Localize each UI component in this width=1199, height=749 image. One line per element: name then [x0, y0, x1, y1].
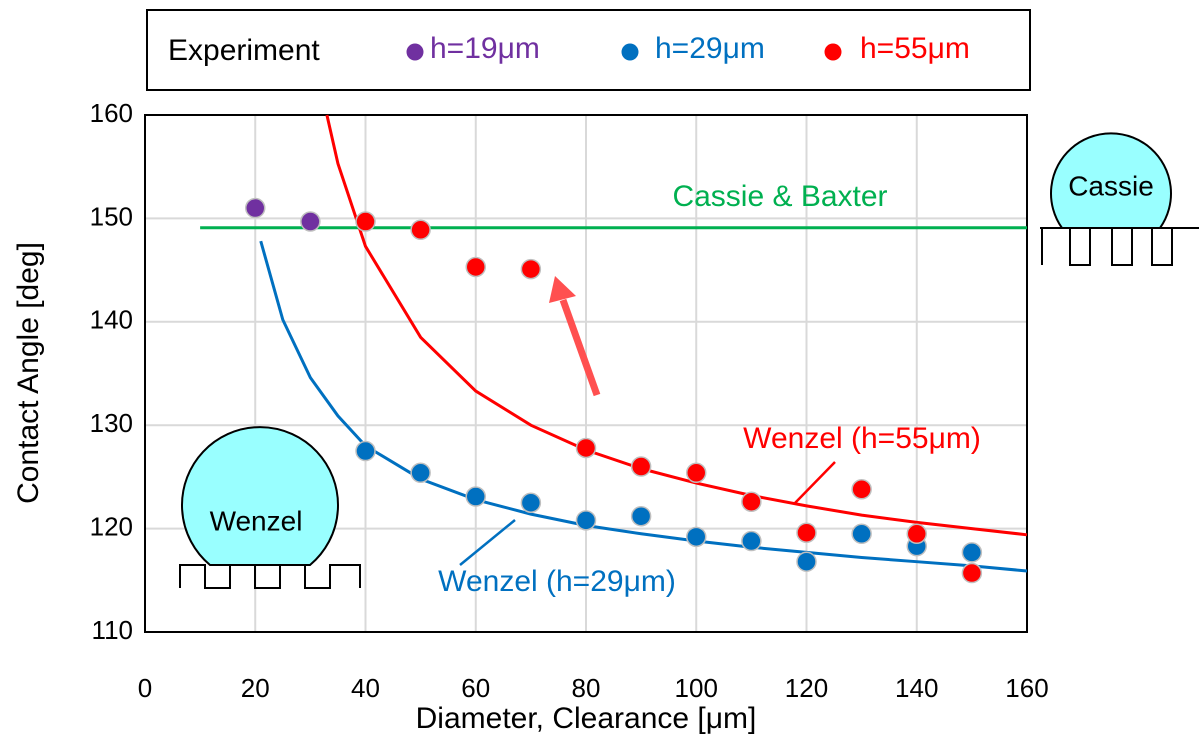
- legend-marker: [621, 43, 639, 61]
- legend-label: h=55μm: [860, 32, 970, 65]
- legend-box: [146, 9, 1031, 91]
- data-point: [741, 530, 762, 552]
- data-point: [575, 437, 597, 459]
- data-point: [630, 456, 652, 477]
- curve-label: Wenzel (h=55μm): [743, 422, 981, 455]
- x-tick-label: 0: [138, 673, 152, 703]
- data-point: [630, 505, 652, 527]
- data-point: [906, 523, 927, 545]
- data-point: [245, 197, 266, 219]
- leader-line: [459, 519, 516, 566]
- data-point: [465, 486, 486, 507]
- y-tick-label: 130: [90, 408, 133, 438]
- data-point: [851, 479, 872, 500]
- data-point: [355, 211, 376, 232]
- y-tick-label: 120: [90, 511, 133, 541]
- arrow-head: [549, 276, 576, 303]
- legend-label: h=19μm: [430, 32, 540, 65]
- plot-border: [144, 114, 1028, 633]
- data-point: [741, 491, 762, 512]
- wenzel-droplet: [181, 426, 339, 566]
- legend-marker: [406, 43, 424, 61]
- x-tick-label: 140: [895, 673, 938, 703]
- data-point: [520, 492, 542, 513]
- data-point: [300, 211, 321, 232]
- data-point: [686, 462, 707, 484]
- legend-title: Experiment: [168, 34, 320, 67]
- y-axis-label: Contact Angle [deg]: [12, 242, 45, 504]
- data-point: [796, 551, 817, 572]
- arrow-shaft: [559, 298, 601, 397]
- curve-label: Wenzel (h=29μm): [438, 565, 676, 598]
- x-tick-label: 120: [785, 673, 828, 703]
- legend-label: h=29μm: [655, 32, 765, 65]
- curve-label: Cassie & Baxter: [672, 180, 887, 213]
- data-point: [520, 258, 542, 280]
- data-point: [410, 462, 431, 484]
- cassie-drop-label: Cassie: [1068, 170, 1154, 201]
- leader-line: [794, 461, 836, 504]
- x-axis-label: Diameter, Clearance [μm]: [416, 702, 757, 735]
- x-tick-label: 60: [461, 673, 490, 703]
- x-tick-label: 40: [351, 673, 380, 703]
- data-point: [575, 510, 597, 531]
- data-point: [355, 440, 376, 462]
- y-tick-label: 140: [90, 305, 133, 335]
- x-tick-label: 20: [241, 673, 270, 703]
- y-tick-label: 150: [90, 201, 133, 231]
- cassie-droplet: [1050, 132, 1172, 229]
- x-tick-label: 160: [1005, 673, 1048, 703]
- legend-marker: [824, 43, 842, 61]
- wenzel-surface: [179, 564, 361, 589]
- wenzel-drop-label: Wenzel: [210, 505, 303, 536]
- data-point: [686, 526, 707, 548]
- y-tick-label: 160: [90, 98, 133, 128]
- cassie-pillars: [1041, 228, 1173, 266]
- data-point: [796, 522, 817, 543]
- x-tick-label: 80: [572, 673, 601, 703]
- data-point: [465, 256, 486, 278]
- data-point: [410, 219, 431, 241]
- data-point: [961, 542, 983, 563]
- y-tick-label: 110: [92, 615, 133, 645]
- x-tick-label: 100: [675, 673, 718, 703]
- data-point: [851, 523, 872, 545]
- data-point: [961, 562, 983, 584]
